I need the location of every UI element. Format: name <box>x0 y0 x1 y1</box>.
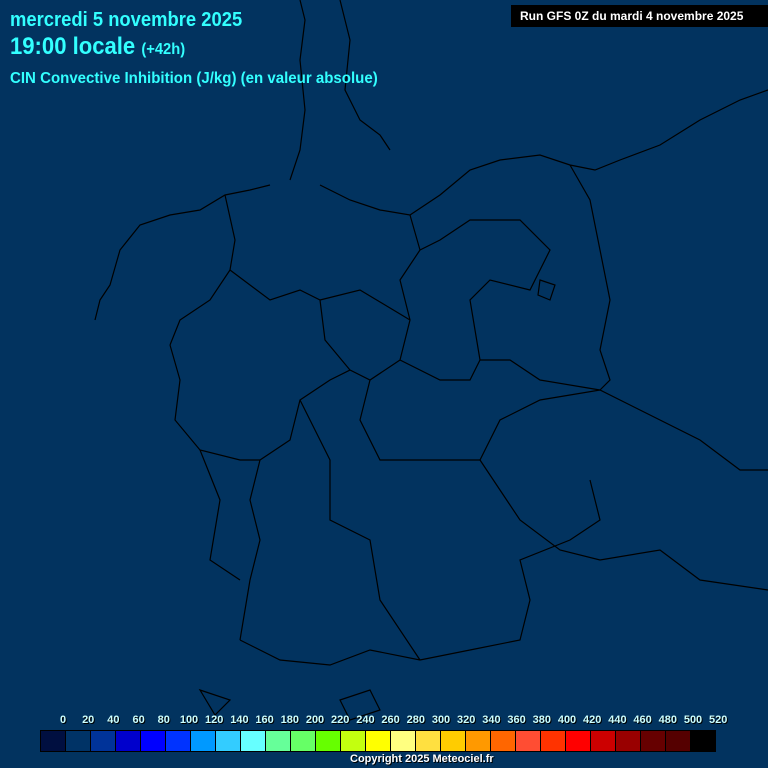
legend-swatch <box>541 731 566 751</box>
belgium-lux-border <box>169 344 260 461</box>
legend-swatch <box>566 731 591 751</box>
legend-label: 40 <box>107 714 120 726</box>
legend-label: 380 <box>532 714 551 726</box>
germany-east-border <box>569 164 611 391</box>
run-info: Run GFS 0Z du mardi 4 novembre 2025 <box>511 5 768 27</box>
legend-swatch <box>491 731 516 751</box>
legend-label: 140 <box>230 714 249 726</box>
legend-label: 120 <box>205 714 224 726</box>
legend-label: 360 <box>507 714 526 726</box>
local-time: 19:00 locale <box>10 33 136 60</box>
color-scale-legend <box>40 730 716 752</box>
copyright: Copyright 2025 Meteociel.fr <box>350 753 494 765</box>
parameter-title: CIN Convective Inhibition (J/kg) (en val… <box>10 70 378 87</box>
legend-swatch <box>691 731 715 751</box>
legend-label: 80 <box>157 714 170 726</box>
legend-swatch <box>341 731 366 751</box>
legend-swatch <box>366 731 391 751</box>
legend-swatch <box>91 731 116 751</box>
germany-south-border <box>239 479 601 666</box>
legend-label: 20 <box>82 714 95 726</box>
legend-label: 320 <box>457 714 476 726</box>
legend-label: 480 <box>658 714 677 726</box>
coastline-north-sea <box>94 184 271 321</box>
legend-label: 520 <box>709 714 728 726</box>
germany-west-border <box>229 269 351 641</box>
legend-label: 440 <box>608 714 627 726</box>
legend-swatch <box>241 731 266 751</box>
netherlands-border <box>169 194 236 346</box>
legend-label: 280 <box>406 714 425 726</box>
czech-south-border <box>479 459 768 591</box>
legend-label: 400 <box>557 714 577 726</box>
denmark-coast <box>289 0 391 181</box>
island-bornholm <box>537 279 556 301</box>
legend-swatch <box>166 731 191 751</box>
baltic-coast <box>319 89 768 216</box>
legend-label: 0 <box>59 714 67 726</box>
legend-label: 240 <box>356 714 375 726</box>
legend-swatch <box>316 731 341 751</box>
legend-swatch <box>416 731 441 751</box>
legend-label: 300 <box>431 714 451 726</box>
legend-swatch <box>216 731 241 751</box>
legend-label: 60 <box>132 714 145 726</box>
forecast-time: 19:00 locale (+42h) <box>10 33 185 61</box>
legend-swatch <box>41 731 66 751</box>
legend-label: 420 <box>583 714 602 726</box>
legend-swatch <box>666 731 691 751</box>
legend-label: 180 <box>280 714 299 726</box>
forecast-date: mercredi 5 novembre 2025 <box>10 9 243 31</box>
legend-swatch <box>391 731 416 751</box>
legend-swatch <box>266 731 291 751</box>
state-borders <box>299 214 601 661</box>
alps-lakes <box>198 688 381 721</box>
legend-label: 220 <box>331 714 350 726</box>
legend-label: 340 <box>482 714 501 726</box>
legend-swatch <box>116 731 141 751</box>
legend-label: 260 <box>381 714 400 726</box>
legend-swatch <box>291 731 316 751</box>
legend-label: 160 <box>255 714 274 726</box>
legend-label: 460 <box>633 714 652 726</box>
france-border <box>199 449 241 581</box>
legend-swatch <box>466 731 491 751</box>
legend-swatch <box>516 731 541 751</box>
czech-border <box>479 389 768 471</box>
legend-swatch <box>616 731 641 751</box>
legend-swatch <box>591 731 616 751</box>
legend-swatch <box>141 731 166 751</box>
legend-swatch <box>441 731 466 751</box>
legend-label: 200 <box>305 714 325 726</box>
legend-label: 100 <box>179 714 199 726</box>
legend-swatch <box>191 731 216 751</box>
lead-time: (+42h) <box>141 41 186 58</box>
legend-swatch <box>66 731 91 751</box>
legend-swatch <box>641 731 666 751</box>
legend-label: 500 <box>683 714 703 726</box>
